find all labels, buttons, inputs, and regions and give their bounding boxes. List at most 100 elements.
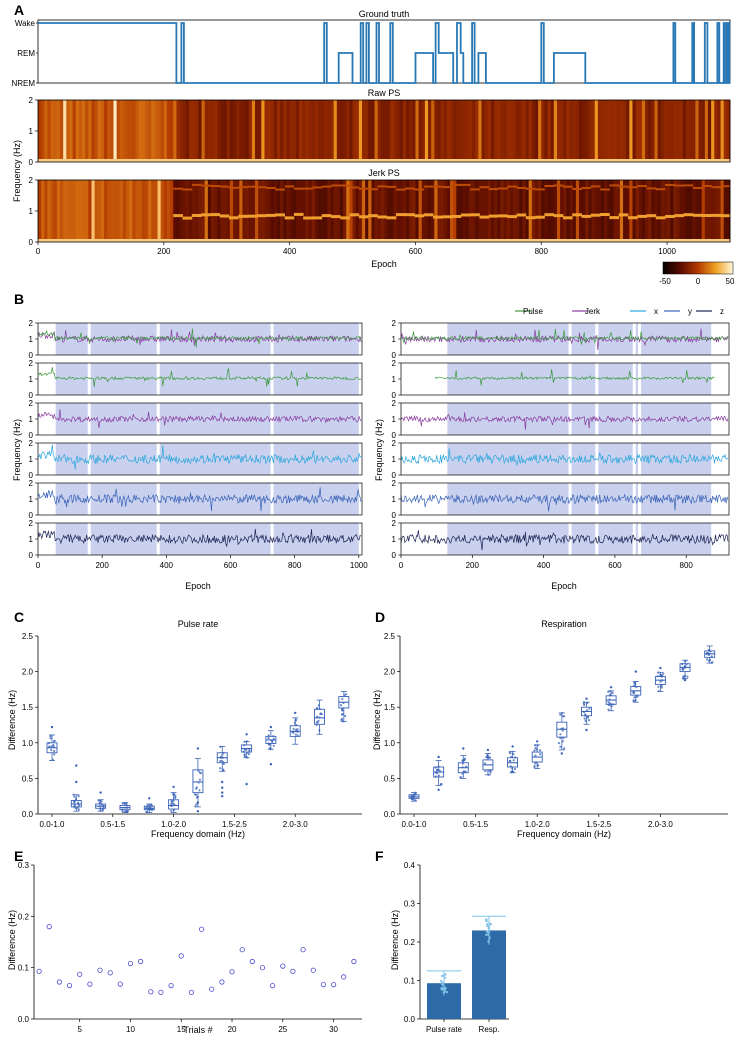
ps-column — [160, 100, 165, 162]
y-tick-label: 1.5 — [22, 703, 34, 712]
ps-column — [406, 100, 410, 162]
box-point — [292, 727, 295, 730]
ps-column — [233, 100, 237, 162]
ps-band — [674, 184, 685, 187]
panel-c-title: Pulse rate — [178, 619, 219, 629]
bar-point — [440, 986, 443, 990]
ps-band — [247, 185, 258, 188]
box-point — [582, 702, 586, 705]
ps-column — [157, 180, 162, 242]
ps-column — [371, 180, 375, 242]
box-outlier — [659, 666, 662, 670]
summary-bar-chart: 0.0 0.1 0.2 0.3 0.4 Pulse rate Resp. — [404, 861, 509, 1034]
panel-a-y-tick-label: 1 — [29, 127, 34, 136]
box-outlier — [148, 797, 151, 800]
ps-column — [229, 180, 234, 242]
ps-band — [562, 185, 573, 188]
ps-column — [135, 180, 140, 242]
ps-column — [176, 180, 180, 242]
band-gap — [87, 323, 91, 355]
ps-column — [698, 180, 703, 242]
ps-column — [645, 180, 649, 242]
panel-a-x-tick-label: 400 — [283, 247, 297, 256]
ps-column — [88, 100, 92, 162]
ps-band — [275, 213, 285, 217]
box-point — [534, 754, 537, 757]
box-outlier — [511, 745, 514, 748]
ps-column — [138, 100, 143, 162]
box-point — [662, 672, 665, 675]
freq-trace — [434, 369, 715, 386]
ps-column — [494, 180, 498, 242]
ps-column — [695, 180, 699, 242]
box-outlier — [172, 785, 175, 789]
bar-point — [441, 981, 444, 984]
ps-column — [144, 100, 149, 162]
ps-column — [41, 180, 45, 242]
ps-column — [245, 180, 250, 242]
ps-column — [443, 180, 448, 242]
ps-column — [472, 180, 476, 242]
band-gap — [638, 363, 642, 395]
box-outlier — [221, 786, 224, 789]
panel-e: 0.00.10.20.35 10 15 20 25 30 Difference (Hz) … — [7, 861, 362, 1035]
ps-column — [503, 100, 508, 162]
ps-column — [148, 100, 152, 162]
box-outlier — [221, 795, 224, 798]
ps-column — [594, 100, 599, 162]
bar-point — [486, 925, 489, 928]
ps-column — [380, 180, 385, 242]
trial-point — [127, 960, 134, 967]
trial-point — [168, 982, 174, 989]
box-point — [561, 740, 564, 743]
trace-y-tick-label: 0 — [29, 351, 34, 360]
box-outlier — [462, 747, 465, 750]
box-point — [463, 757, 466, 760]
band-gap — [568, 523, 572, 555]
ps-column — [610, 180, 615, 242]
ps-column — [330, 100, 335, 162]
ps-column — [50, 100, 55, 162]
ps-column — [371, 100, 375, 162]
ps-column — [629, 180, 633, 242]
box-point — [243, 754, 246, 757]
gt-frame — [37, 19, 731, 84]
box-point — [53, 753, 56, 756]
box-point — [76, 806, 79, 810]
ps-band — [590, 213, 601, 217]
ps-column — [85, 180, 89, 242]
box-point — [267, 737, 270, 740]
ps-column — [283, 180, 287, 242]
ps-column — [195, 100, 199, 162]
ps-column — [374, 100, 379, 162]
ps-column — [638, 180, 643, 242]
ps-column — [402, 100, 407, 162]
ps-column — [588, 180, 592, 242]
ps-column — [585, 100, 589, 162]
freq-trace — [37, 444, 362, 470]
ps-band — [470, 213, 480, 217]
ps-column — [346, 100, 350, 162]
ps-column — [248, 100, 253, 162]
ps-column — [660, 180, 665, 242]
ps-band — [405, 187, 415, 190]
ps-column — [192, 100, 196, 162]
ps-band — [266, 213, 276, 217]
trace-y-tick-label: 1 — [392, 415, 397, 424]
ps-column — [431, 180, 435, 242]
band-gap — [568, 363, 572, 395]
ps-band — [284, 185, 295, 188]
panel-d-y-label: Difference (Hz) — [372, 690, 382, 750]
ps-column — [393, 180, 397, 242]
ps-column — [176, 100, 180, 162]
box-point — [340, 713, 343, 716]
ps-column — [60, 100, 64, 162]
ps-column — [689, 100, 693, 162]
ps-column — [188, 180, 193, 242]
ps-band — [665, 215, 675, 218]
box-point — [243, 748, 246, 751]
ps-band — [414, 214, 425, 218]
ps-column — [503, 180, 508, 242]
ps-column — [365, 100, 369, 162]
panel-b-legend: Pulse Jerk x y z — [515, 307, 724, 316]
